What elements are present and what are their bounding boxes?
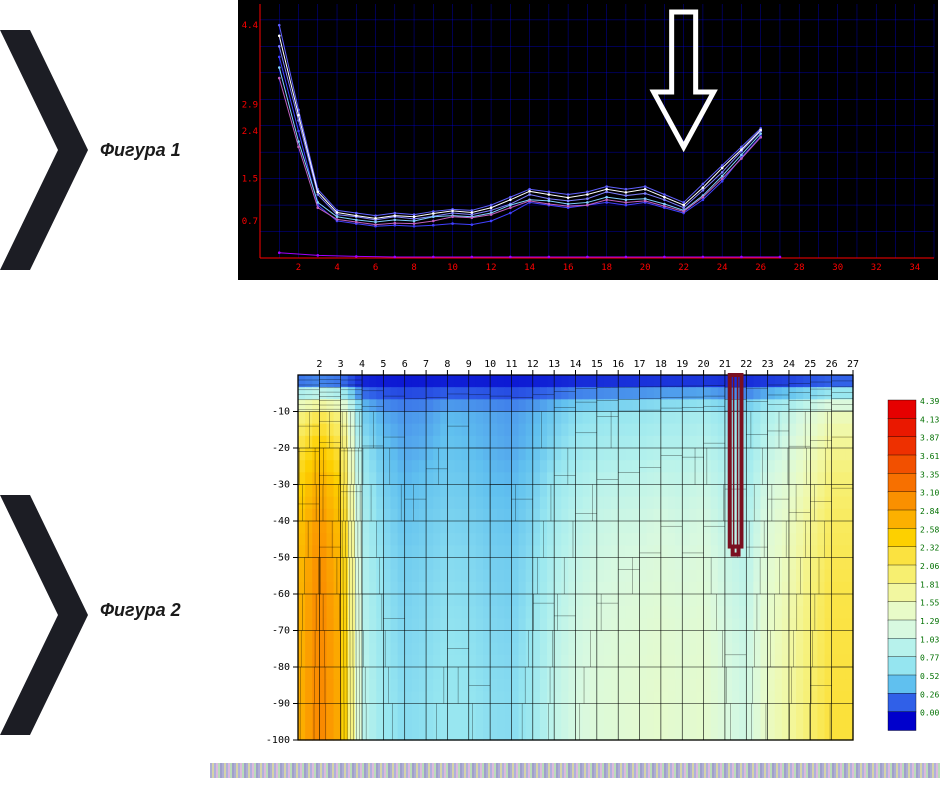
svg-text:9: 9 — [466, 359, 472, 370]
svg-text:15: 15 — [591, 359, 603, 370]
svg-text:3.61: 3.61 — [920, 452, 939, 461]
svg-text:1.55: 1.55 — [920, 599, 939, 608]
svg-text:2.4: 2.4 — [242, 127, 258, 137]
svg-text:0.52: 0.52 — [920, 672, 939, 681]
svg-text:1.03: 1.03 — [920, 635, 939, 644]
svg-text:12: 12 — [527, 359, 539, 370]
pointer-arrow-2 — [0, 495, 88, 735]
svg-text:2: 2 — [316, 359, 322, 370]
svg-text:0.00: 0.00 — [920, 709, 939, 718]
svg-text:8: 8 — [411, 263, 416, 273]
footer-noise-strip — [210, 763, 940, 778]
svg-text:20: 20 — [698, 359, 710, 370]
svg-text:4.4: 4.4 — [242, 21, 258, 31]
svg-text:14: 14 — [524, 263, 535, 273]
svg-text:2.84: 2.84 — [920, 507, 939, 516]
svg-text:24: 24 — [717, 263, 728, 273]
svg-text:2.9: 2.9 — [242, 101, 258, 111]
svg-text:7: 7 — [423, 359, 429, 370]
svg-text:12: 12 — [486, 263, 497, 273]
svg-text:4: 4 — [334, 263, 339, 273]
svg-text:22: 22 — [740, 359, 752, 370]
svg-text:0.7: 0.7 — [242, 217, 258, 227]
svg-text:2: 2 — [296, 263, 301, 273]
svg-text:19: 19 — [676, 359, 688, 370]
svg-text:21: 21 — [719, 359, 731, 370]
figure-1-label: Фигура 1 — [100, 140, 181, 161]
svg-text:-60: -60 — [272, 589, 290, 600]
svg-text:30: 30 — [832, 263, 843, 273]
svg-text:34: 34 — [909, 263, 920, 273]
svg-text:26: 26 — [826, 359, 838, 370]
svg-text:2.58: 2.58 — [920, 525, 939, 534]
svg-text:-40: -40 — [272, 516, 290, 527]
svg-text:3: 3 — [338, 359, 344, 370]
svg-text:-90: -90 — [272, 699, 290, 710]
svg-text:6: 6 — [373, 263, 378, 273]
svg-text:22: 22 — [678, 263, 689, 273]
svg-text:14: 14 — [569, 359, 581, 370]
figure-2-label: Фигура 2 — [100, 600, 181, 621]
svg-text:1.81: 1.81 — [920, 580, 939, 589]
heatmap-chart: 2345678910111213141516171819202122232425… — [238, 350, 940, 760]
svg-text:11: 11 — [505, 359, 517, 370]
svg-text:13: 13 — [548, 359, 560, 370]
svg-text:1.5: 1.5 — [242, 175, 258, 185]
svg-text:18: 18 — [655, 359, 667, 370]
svg-text:6: 6 — [402, 359, 408, 370]
svg-text:-50: -50 — [272, 553, 290, 564]
svg-text:4.13: 4.13 — [920, 415, 939, 424]
svg-text:-30: -30 — [272, 480, 290, 491]
svg-text:2.32: 2.32 — [920, 544, 939, 553]
svg-text:10: 10 — [447, 263, 458, 273]
svg-text:3.87: 3.87 — [920, 434, 939, 443]
svg-text:16: 16 — [612, 359, 624, 370]
svg-text:-70: -70 — [272, 626, 290, 637]
svg-text:26: 26 — [755, 263, 766, 273]
line-chart: 0.71.52.42.94.42468101214161820222426283… — [238, 0, 938, 280]
svg-text:10: 10 — [484, 359, 496, 370]
svg-text:2.06: 2.06 — [920, 562, 939, 571]
svg-text:16: 16 — [563, 263, 574, 273]
svg-text:25: 25 — [804, 359, 816, 370]
svg-text:-80: -80 — [272, 662, 290, 673]
svg-text:20: 20 — [640, 263, 651, 273]
svg-text:0.77: 0.77 — [920, 654, 939, 663]
svg-text:27: 27 — [847, 359, 859, 370]
svg-text:18: 18 — [601, 263, 612, 273]
svg-text:17: 17 — [634, 359, 646, 370]
svg-text:-100: -100 — [266, 735, 290, 746]
svg-text:-10: -10 — [272, 407, 290, 418]
svg-text:-20: -20 — [272, 443, 290, 454]
pointer-arrow-1 — [0, 30, 88, 270]
svg-text:1.29: 1.29 — [920, 617, 939, 626]
svg-text:24: 24 — [783, 359, 795, 370]
svg-text:23: 23 — [762, 359, 774, 370]
svg-text:0.26: 0.26 — [920, 690, 939, 699]
svg-text:8: 8 — [444, 359, 450, 370]
svg-text:32: 32 — [871, 263, 882, 273]
svg-text:4.39: 4.39 — [920, 397, 939, 406]
svg-text:3.35: 3.35 — [920, 470, 939, 479]
svg-text:4: 4 — [359, 359, 365, 370]
svg-text:3.10: 3.10 — [920, 489, 939, 498]
svg-text:28: 28 — [794, 263, 805, 273]
svg-text:5: 5 — [380, 359, 386, 370]
